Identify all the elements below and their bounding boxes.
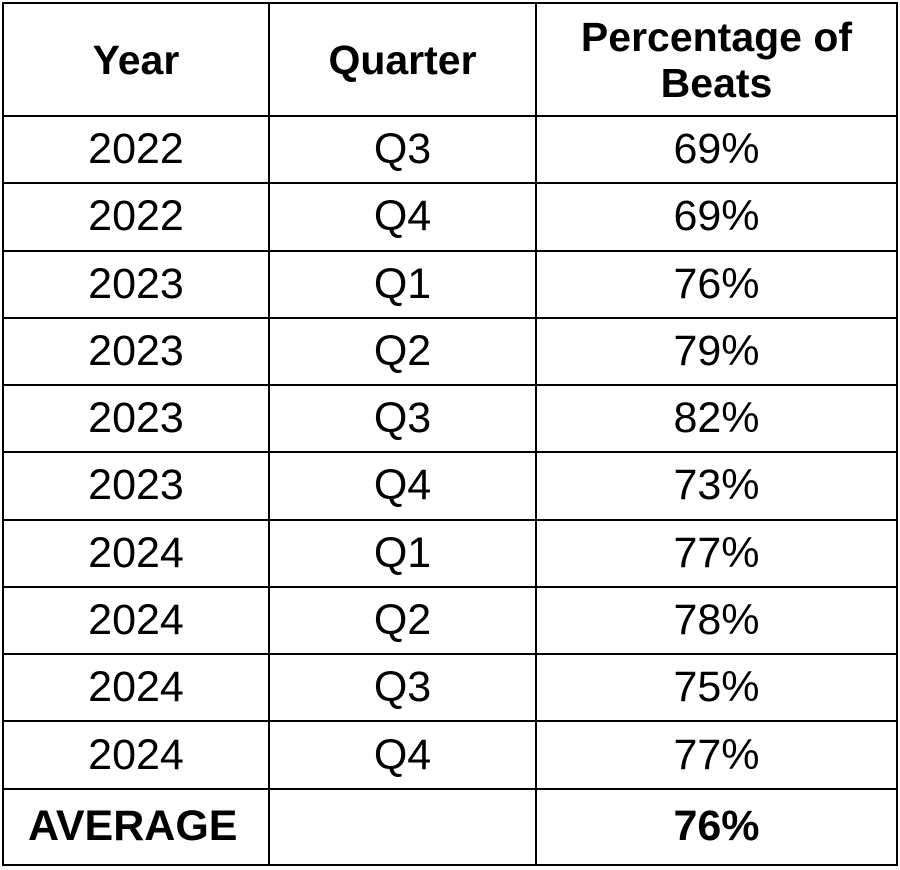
header-percentage-line1: Percentage of bbox=[580, 13, 853, 60]
table-row: 2024 Q2 78% bbox=[2, 585, 898, 656]
cell-year: 2024 bbox=[2, 720, 270, 790]
cell-year: 2022 bbox=[2, 114, 270, 185]
cell-year: 2024 bbox=[2, 518, 270, 588]
table-row: 2024 Q3 75% bbox=[2, 653, 898, 723]
cell-quarter: Q2 bbox=[268, 585, 537, 656]
cell-percentage: 78% bbox=[535, 585, 898, 656]
cell-year: 2024 bbox=[2, 585, 270, 656]
table-row: 2024 Q1 77% bbox=[2, 518, 898, 588]
table-row: 2024 Q4 77% bbox=[2, 720, 898, 790]
cell-quarter: Q3 bbox=[268, 653, 537, 723]
cell-percentage: 79% bbox=[535, 316, 898, 387]
cell-year: 2024 bbox=[2, 653, 270, 723]
average-label: AVERAGE bbox=[2, 787, 270, 867]
cell-year: 2023 bbox=[2, 249, 270, 319]
cell-percentage: 76% bbox=[535, 249, 898, 319]
cell-quarter: Q4 bbox=[268, 182, 537, 252]
header-quarter: Quarter bbox=[268, 2, 537, 117]
cell-year: 2023 bbox=[2, 451, 270, 521]
table-row: 2022 Q4 69% bbox=[2, 182, 898, 252]
cell-year: 2022 bbox=[2, 182, 270, 252]
table-row: 2023 Q2 79% bbox=[2, 316, 898, 387]
table-row: 2023 Q3 82% bbox=[2, 384, 898, 454]
cell-percentage: 75% bbox=[535, 653, 898, 723]
cell-quarter: Q3 bbox=[268, 384, 537, 454]
cell-percentage: 77% bbox=[535, 720, 898, 790]
average-row: AVERAGE 76% bbox=[2, 787, 898, 867]
cell-quarter: Q4 bbox=[268, 720, 537, 790]
cell-quarter: Q4 bbox=[268, 451, 537, 521]
cell-percentage: 69% bbox=[535, 114, 898, 185]
table-row: 2022 Q3 69% bbox=[2, 114, 898, 185]
average-quarter-cell bbox=[268, 787, 537, 867]
cell-percentage: 69% bbox=[535, 182, 898, 252]
average-percentage: 76% bbox=[535, 787, 898, 867]
cell-percentage: 77% bbox=[535, 518, 898, 588]
cell-percentage: 82% bbox=[535, 384, 898, 454]
table-row: 2023 Q1 76% bbox=[2, 249, 898, 319]
cell-quarter: Q1 bbox=[268, 249, 537, 319]
cell-percentage: 73% bbox=[535, 451, 898, 521]
table-row: 2023 Q4 73% bbox=[2, 451, 898, 521]
header-percentage-line2: Beats bbox=[660, 59, 773, 106]
table-header-row: Year Quarter Percentage of Beats bbox=[2, 2, 898, 117]
cell-year: 2023 bbox=[2, 316, 270, 387]
header-percentage: Percentage of Beats bbox=[535, 2, 898, 117]
cell-quarter: Q2 bbox=[268, 316, 537, 387]
cell-year: 2023 bbox=[2, 384, 270, 454]
cell-quarter: Q1 bbox=[268, 518, 537, 588]
cell-quarter: Q3 bbox=[268, 114, 537, 185]
header-year: Year bbox=[2, 2, 270, 117]
